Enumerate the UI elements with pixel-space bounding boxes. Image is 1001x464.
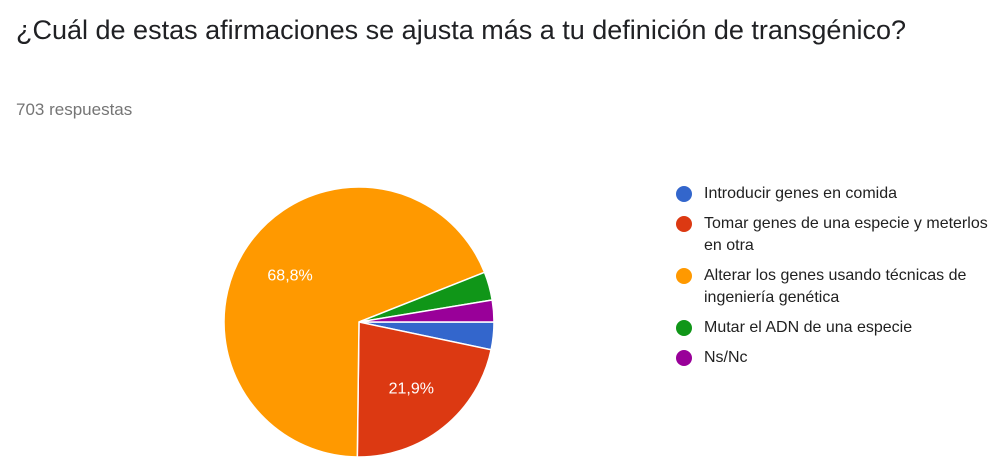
question-title: ¿Cuál de estas afirmaciones se ajusta má… bbox=[16, 15, 906, 45]
legend-swatch bbox=[676, 268, 692, 284]
legend-swatch bbox=[676, 186, 692, 202]
chart-legend: Introducir genes en comida Tomar genes d… bbox=[676, 183, 1001, 377]
legend-label: Ns/Nc bbox=[704, 349, 748, 366]
legend-item-ns-nc[interactable]: Ns/Nc bbox=[676, 347, 1001, 369]
pie-slice[interactable] bbox=[223, 186, 486, 458]
legend-swatch bbox=[676, 350, 692, 366]
legend-swatch bbox=[676, 320, 692, 336]
pie-slice[interactable] bbox=[358, 299, 495, 323]
legend-item-introducir-genes[interactable]: Introducir genes en comida bbox=[676, 183, 1001, 205]
legend-label: Introducir genes en comida bbox=[704, 185, 897, 202]
legend-label: Mutar el ADN de una especie bbox=[704, 319, 913, 336]
legend-label: Tomar genes de una especie y meterlos en… bbox=[704, 215, 988, 254]
pie-slice[interactable] bbox=[356, 321, 492, 458]
pie-slice-label: 21,9% bbox=[389, 380, 434, 397]
pie-slice-label: 68,8% bbox=[267, 268, 312, 285]
response-count: 703 respuestas bbox=[16, 100, 133, 119]
legend-swatch bbox=[676, 216, 692, 232]
legend-item-mutar-adn[interactable]: Mutar el ADN de una especie bbox=[676, 317, 1001, 339]
legend-item-alterar-genes[interactable]: Alterar los genes usando técnicas de ing… bbox=[676, 265, 1001, 309]
legend-label: Alterar los genes usando técnicas de ing… bbox=[704, 267, 967, 306]
legend-item-tomar-genes[interactable]: Tomar genes de una especie y meterlos en… bbox=[676, 213, 1001, 257]
